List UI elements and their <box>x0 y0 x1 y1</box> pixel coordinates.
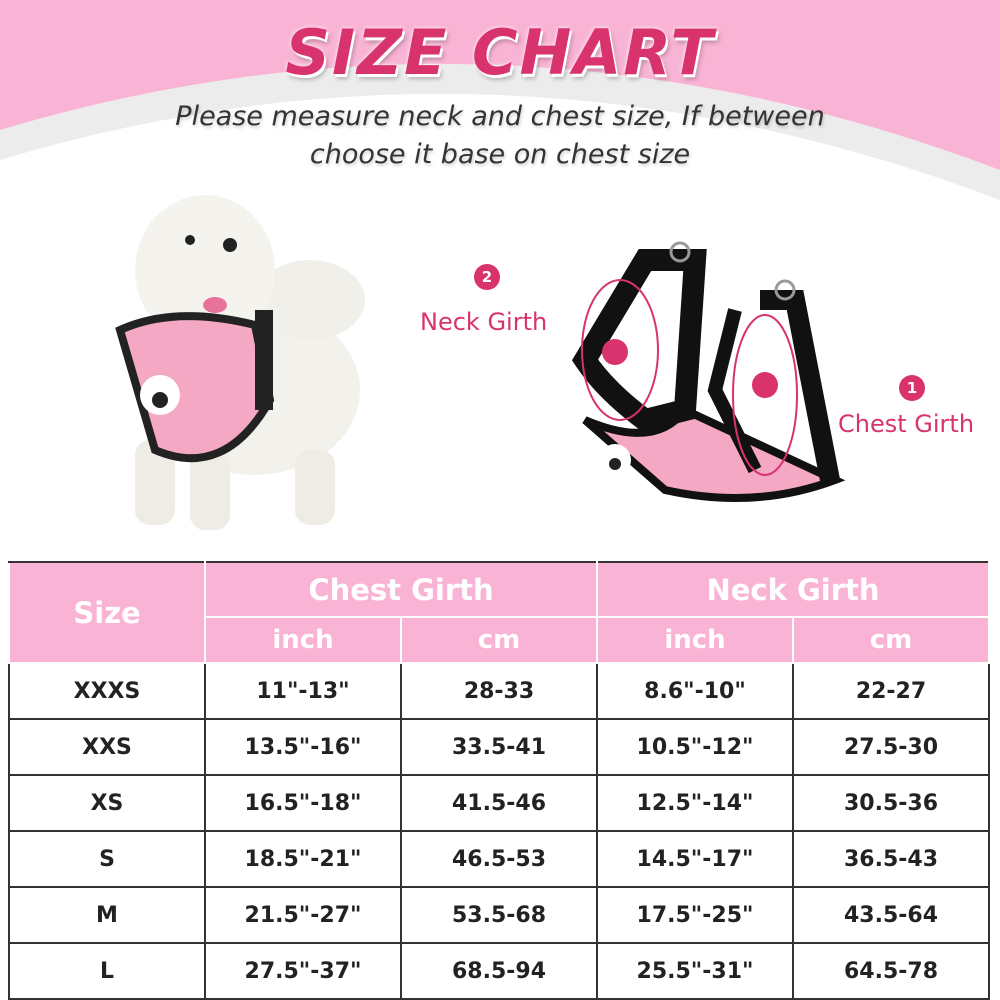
unit-header: inch <box>596 616 794 664</box>
chest-girth-header: Chest Girth <box>204 561 598 618</box>
measurement-cell: 16.5"-18" <box>204 774 402 832</box>
measurement-cell: 25.5"-31" <box>596 942 794 1000</box>
measurement-cell: 10.5"-12" <box>596 718 794 776</box>
subtitle: Please measure neck and chest size, If b… <box>0 98 1000 174</box>
size-cell: M <box>8 886 206 944</box>
size-table: Size Chest Girth Neck Girth inch cm inch… <box>8 561 990 1000</box>
measurement-cell: 12.5"-14" <box>596 774 794 832</box>
measurement-cell: 64.5-78 <box>792 942 990 1000</box>
measurement-cell: 17.5"-25" <box>596 886 794 944</box>
page-title: SIZE CHART <box>285 16 715 89</box>
measurement-cell: 46.5-53 <box>400 830 598 888</box>
measurement-cell: 22-27 <box>792 662 990 720</box>
unit-header: cm <box>400 616 598 664</box>
size-cell: XXS <box>8 718 206 776</box>
table-row: XXXS 11"-13" 28-33 8.6"-10" 22-27 <box>8 662 990 720</box>
subtitle-line-1: Please measure neck and chest size, If b… <box>175 101 825 132</box>
measurement-cell: 53.5-68 <box>400 886 598 944</box>
size-cell: XS <box>8 774 206 832</box>
harness-illustration <box>571 241 846 502</box>
unit-header: inch <box>204 616 402 664</box>
size-cell: L <box>8 942 206 1000</box>
measurement-cell: 28-33 <box>400 662 598 720</box>
measurement-cell: 30.5-36 <box>792 774 990 832</box>
table-row: XXS 13.5"-16" 33.5-41 10.5"-12" 27.5-30 <box>8 718 990 776</box>
measurement-cell: 14.5"-17" <box>596 830 794 888</box>
measurement-cell: 8.6"-10" <box>596 662 794 720</box>
chest-marker-number: 1 <box>899 375 925 401</box>
chest-girth-label: Chest Girth <box>838 410 975 438</box>
measurement-cell: 27.5-30 <box>792 718 990 776</box>
neck-girth-header: Neck Girth <box>596 561 990 618</box>
measurement-cell: 43.5-64 <box>792 886 990 944</box>
dog-illustration <box>115 195 365 530</box>
table-row: L 27.5"-37" 68.5-94 25.5"-31" 64.5-78 <box>8 942 990 1000</box>
table-row: S 18.5"-21" 46.5-53 14.5"-17" 36.5-43 <box>8 830 990 888</box>
neck-marker-number: 2 <box>474 264 500 290</box>
neck-girth-label: Neck Girth <box>420 308 548 336</box>
measurement-cell: 36.5-43 <box>792 830 990 888</box>
measurement-cell: 33.5-41 <box>400 718 598 776</box>
measurement-cell: 41.5-46 <box>400 774 598 832</box>
size-cell: S <box>8 830 206 888</box>
table-row: M 21.5"-27" 53.5-68 17.5"-25" 43.5-64 <box>8 886 990 944</box>
size-cell: XXXS <box>8 662 206 720</box>
table-row: XS 16.5"-18" 41.5-46 12.5"-14" 30.5-36 <box>8 774 990 832</box>
measurement-cell: 21.5"-27" <box>204 886 402 944</box>
measurement-cell: 68.5-94 <box>400 942 598 1000</box>
subtitle-line-2: choose it base on chest size <box>309 139 691 170</box>
unit-header: cm <box>792 616 990 664</box>
measurement-cell: 13.5"-16" <box>204 718 402 776</box>
measurement-cell: 18.5"-21" <box>204 830 402 888</box>
size-header: Size <box>8 561 206 664</box>
measurement-cell: 11"-13" <box>204 662 402 720</box>
measurement-cell: 27.5"-37" <box>204 942 402 1000</box>
